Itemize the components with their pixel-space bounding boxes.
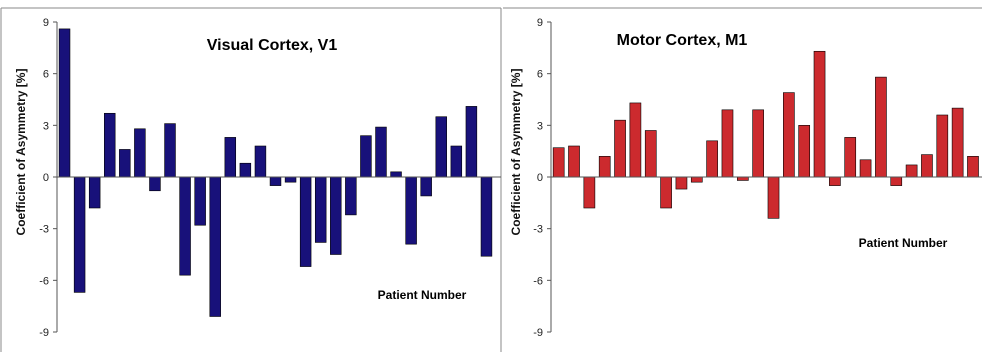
bar (74, 177, 85, 292)
y-tick-label: 6 (43, 69, 49, 81)
y-tick-label: -9 (533, 327, 543, 339)
bar (707, 141, 718, 177)
bar (661, 177, 672, 208)
y-tick-label: 3 (43, 120, 49, 132)
y-tick-label: -3 (39, 224, 49, 236)
y-axis-label: Coefficient of Asymmetry [%] (14, 69, 28, 236)
bar (722, 110, 733, 177)
y-tick-label: 6 (537, 69, 543, 81)
bar (451, 146, 462, 177)
y-tick-label: 0 (43, 172, 49, 184)
bar (391, 172, 402, 177)
bar (676, 177, 687, 189)
bar (584, 177, 595, 208)
chart-title: Visual Cortex, V1 (207, 37, 338, 54)
y-tick-label: 9 (537, 17, 543, 29)
bar (210, 177, 221, 317)
bar (568, 146, 579, 177)
bar (421, 177, 432, 196)
bar (376, 127, 387, 177)
bar (240, 163, 251, 177)
bar (630, 103, 641, 177)
bar (937, 115, 948, 177)
bar (768, 177, 779, 218)
bar (406, 177, 417, 244)
bar (599, 156, 610, 177)
bar (691, 177, 702, 182)
bar (180, 177, 191, 275)
bar (875, 77, 886, 177)
bar (104, 113, 115, 177)
bar (134, 129, 145, 177)
bar (59, 29, 70, 177)
bar (89, 177, 100, 208)
bar (891, 177, 902, 186)
y-tick-label: -6 (533, 275, 543, 287)
bar (860, 160, 871, 177)
bar (345, 177, 356, 215)
y-tick-label: 0 (537, 172, 543, 184)
y-tick-label: -3 (533, 224, 543, 236)
bar (360, 136, 371, 177)
bar (845, 137, 856, 177)
bar (906, 165, 917, 177)
bar (225, 137, 236, 177)
bar (645, 131, 656, 178)
bar (829, 177, 840, 186)
bar (799, 125, 810, 177)
bar (466, 106, 477, 177)
bar (952, 108, 963, 177)
y-tick-label: -6 (39, 275, 49, 287)
bar (553, 148, 564, 177)
bar (783, 93, 794, 177)
bar (330, 177, 341, 255)
bar (165, 124, 176, 177)
x-axis-label: Patient Number (378, 288, 467, 302)
chart-title: Motor Cortex, M1 (617, 32, 748, 49)
y-tick-label: -9 (39, 327, 49, 339)
bar (481, 177, 492, 256)
bar (615, 120, 626, 177)
y-tick-label: 3 (537, 120, 543, 132)
bar (150, 177, 161, 191)
bar (967, 156, 978, 177)
bar (753, 110, 764, 177)
bar (921, 155, 932, 177)
bar (270, 177, 281, 186)
bar (315, 177, 326, 242)
bar (300, 177, 311, 267)
bar (436, 117, 447, 177)
x-axis-label: Patient Number (859, 236, 948, 250)
bar (285, 177, 296, 182)
y-axis-label: Coefficient of Asymmetry [%] (509, 69, 523, 236)
bar (814, 51, 825, 177)
bar (119, 149, 130, 177)
bar (255, 146, 266, 177)
bar (737, 177, 748, 180)
y-tick-label: 9 (43, 17, 49, 29)
bar (195, 177, 206, 225)
